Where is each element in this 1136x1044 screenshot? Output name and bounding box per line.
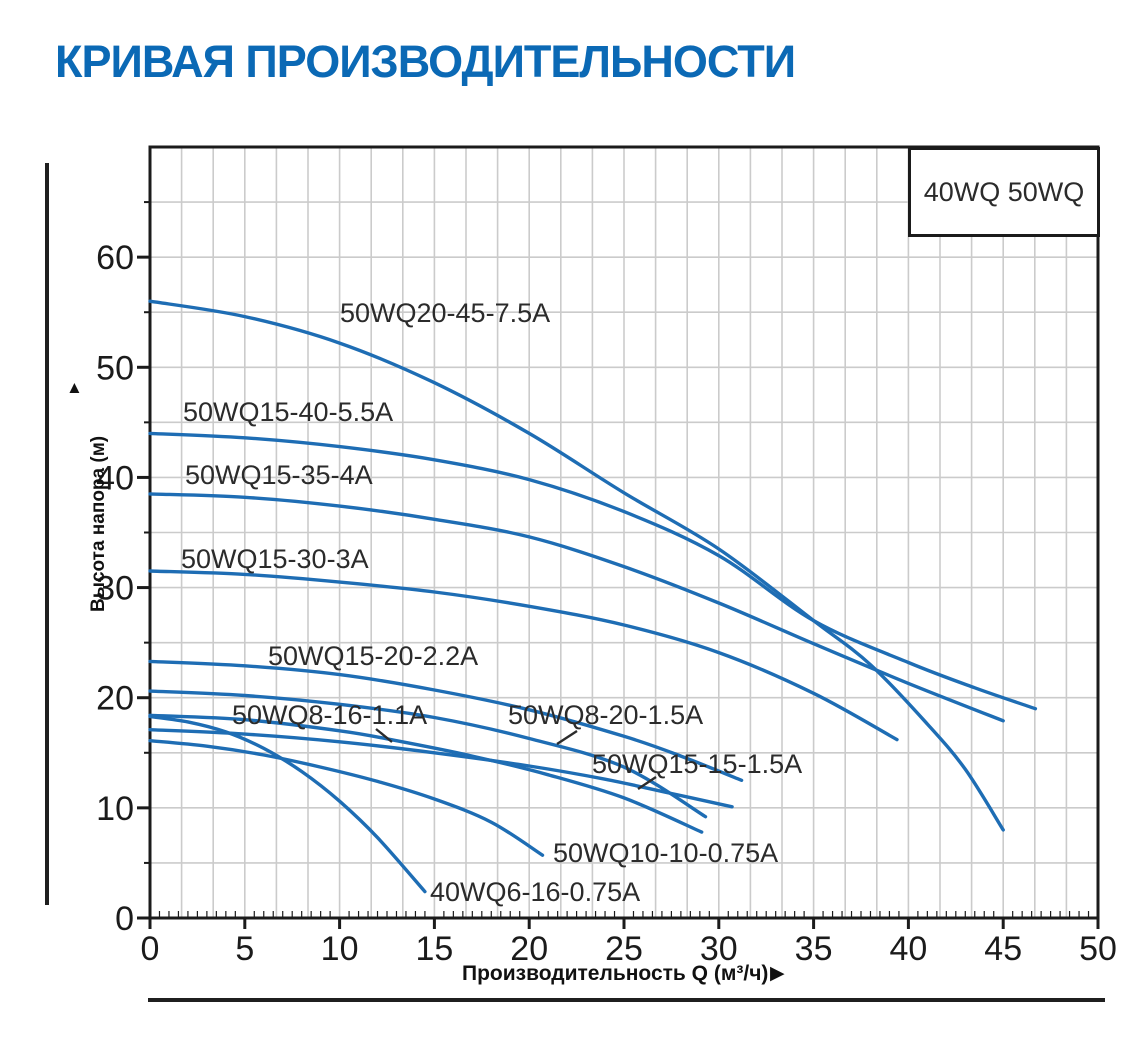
curve-label: 50WQ15-15-1.5A [592, 749, 802, 779]
y-ticks [137, 201, 150, 920]
legend-label: 40WQ 50WQ [923, 176, 1085, 207]
curve-label: 50WQ20-45-7.5A [340, 298, 550, 328]
curve-40WQ6-16-0.75A [148, 714, 427, 894]
curve-label: 40WQ6-16-0.75A [430, 877, 640, 907]
curve-label: 50WQ10-10-0.75A [553, 838, 778, 868]
x-axis-arrow-icon: ▶ [770, 963, 785, 984]
x-tick-label: 10 [321, 930, 359, 968]
x-tick-label: 25 [605, 930, 643, 968]
x-tick-label: 50 [1079, 930, 1117, 968]
x-axis-title: Производительность Q (м³/ч) [462, 962, 769, 985]
bottom-rule [148, 998, 1105, 1002]
curve-label: 50WQ15-30-3A [181, 544, 369, 574]
page-title: КРИВАЯ ПРОИЗВОДИТЕЛЬНОСТИ [55, 36, 796, 87]
x-ticks [148, 911, 1100, 929]
curve-label: 50WQ15-35-4A [185, 460, 373, 490]
curve-50WQ15-15-1.5A [148, 728, 734, 809]
curve-label-leader [375, 728, 393, 743]
legend-box: 40WQ 50WQ [908, 147, 1100, 237]
curve-50WQ15-35-4A [148, 492, 1005, 723]
curve-50WQ15-30-3A [148, 569, 899, 742]
curve-label-leader [637, 776, 657, 790]
curve-50WQ8-20-1.5A [148, 689, 708, 819]
y-axis-arrow-icon: ▲ [66, 378, 83, 397]
curve-50WQ10-10-0.75A [148, 739, 545, 857]
curve-label: 50WQ8-20-1.5A [508, 700, 703, 730]
x-tick-label: 45 [984, 930, 1022, 968]
x-tick-label: 20 [510, 930, 548, 968]
y-tick-labels: 0 10 20 30 40 50 60 [96, 239, 134, 938]
curve-label-leader [556, 729, 578, 746]
curve-50WQ20-45-7.5A [148, 299, 1005, 832]
y-tick-label: 20 [96, 680, 134, 718]
curve-label: 50WQ8-16-1.1A [232, 700, 427, 730]
y-tick-label: 0 [115, 900, 134, 938]
y-tick-label: 30 [96, 570, 134, 608]
curve-50WQ15-20-2.2A [148, 659, 744, 782]
x-tick-label: 30 [700, 930, 738, 968]
curve-50WQ8-16-1.1A [148, 713, 704, 834]
y-axis-title: Высота напора (м) [88, 435, 109, 612]
x-tick-label: 15 [415, 930, 453, 968]
x-tick-label: 5 [235, 930, 254, 968]
curve-50WQ15-40-5.5A [148, 431, 1038, 711]
left-border-bar [45, 163, 49, 905]
curve-label: 50WQ15-40-5.5A [183, 397, 393, 427]
x-tick-label: 35 [795, 930, 833, 968]
y-tick-label: 60 [96, 239, 134, 277]
grid [150, 147, 1098, 918]
x-tick-label: 0 [141, 930, 160, 968]
x-tick-labels: 0 5 10 15 20 25 30 35 40 45 50 [141, 930, 1117, 968]
curve-label: 50WQ15-20-2.2A [268, 641, 478, 671]
y-tick-label: 50 [96, 349, 134, 387]
x-tick-label: 40 [889, 930, 927, 968]
y-tick-label: 40 [96, 459, 134, 497]
y-tick-label: 10 [96, 790, 134, 828]
